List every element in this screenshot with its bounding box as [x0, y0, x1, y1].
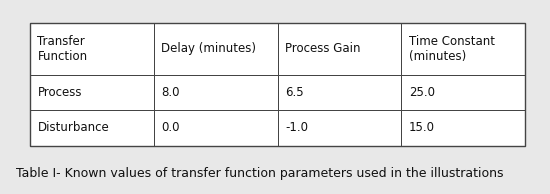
Text: 15.0: 15.0 — [409, 121, 434, 134]
Text: Process Gain: Process Gain — [285, 42, 360, 55]
Text: 0.0: 0.0 — [161, 121, 180, 134]
Text: Delay (minutes): Delay (minutes) — [161, 42, 256, 55]
Text: Process: Process — [37, 86, 82, 99]
Text: Transfer
Function: Transfer Function — [37, 35, 87, 63]
Text: Time Constant
(minutes): Time Constant (minutes) — [409, 35, 494, 63]
Text: 25.0: 25.0 — [409, 86, 434, 99]
Text: 8.0: 8.0 — [161, 86, 180, 99]
Text: Disturbance: Disturbance — [37, 121, 109, 134]
Text: -1.0: -1.0 — [285, 121, 308, 134]
Text: 6.5: 6.5 — [285, 86, 304, 99]
Text: Table I- Known values of transfer function parameters used in the illustrations: Table I- Known values of transfer functi… — [16, 167, 504, 180]
